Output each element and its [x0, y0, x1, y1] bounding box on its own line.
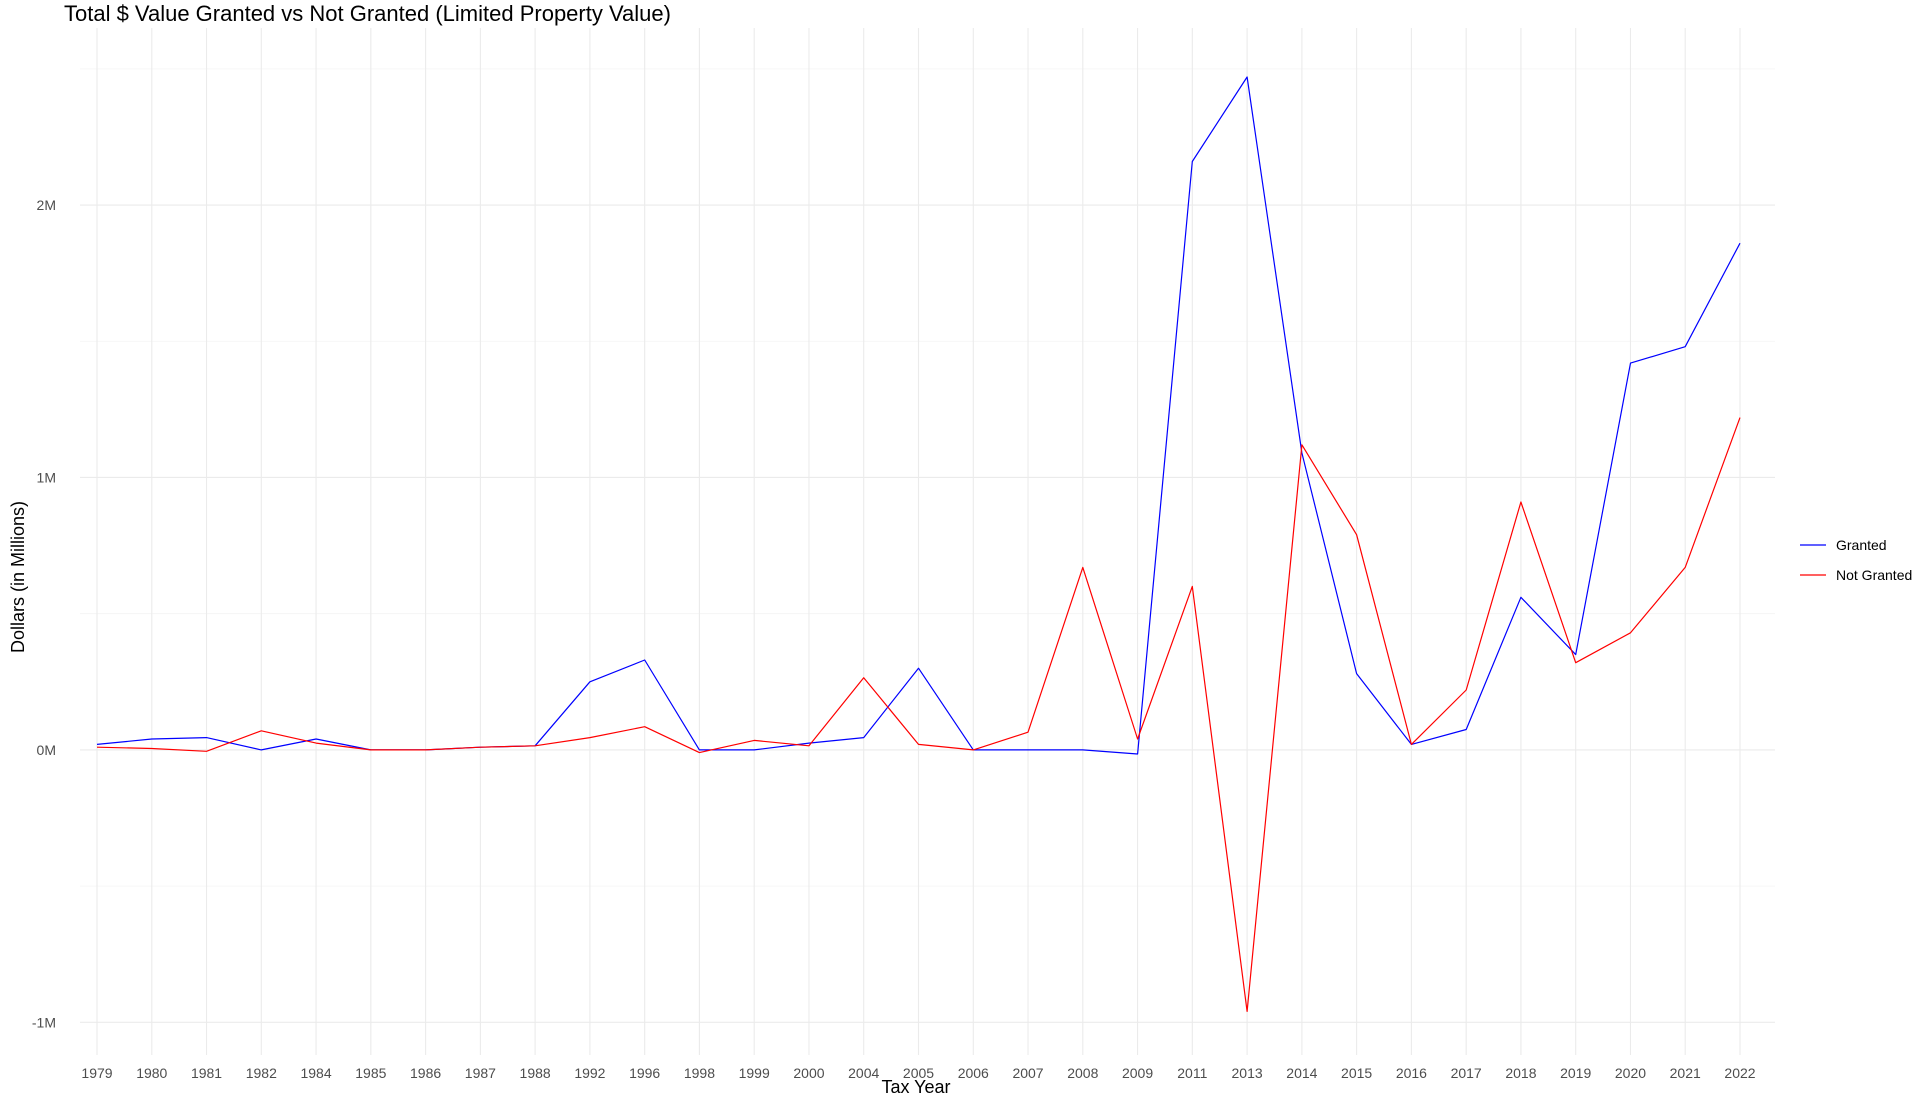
x-tick-label: 2017: [1451, 1065, 1482, 1081]
x-tick-label: 1984: [300, 1065, 331, 1081]
x-tick-label: 2008: [1067, 1065, 1098, 1081]
x-tick-label: 1981: [191, 1065, 222, 1081]
y-tick-label: 0M: [37, 742, 56, 758]
x-tick-label: 2009: [1122, 1065, 1153, 1081]
x-tick-label: 1982: [246, 1065, 277, 1081]
x-tick-label: 1987: [465, 1065, 496, 1081]
x-tick-label: 2004: [848, 1065, 879, 1081]
legend-label: Granted: [1836, 537, 1887, 553]
x-tick-label: 1996: [629, 1065, 660, 1081]
series-line-not-granted: [96, 417, 1741, 1013]
x-tick-label: 1979: [81, 1065, 112, 1081]
x-tick-label: 1999: [739, 1065, 770, 1081]
x-tick-label: 1988: [520, 1065, 551, 1081]
x-tick-label: 2007: [1012, 1065, 1043, 1081]
x-tick-label: 1992: [574, 1065, 605, 1081]
x-tick-label: 1985: [355, 1065, 386, 1081]
x-tick-label: 2005: [903, 1065, 934, 1081]
x-tick-label: 2006: [958, 1065, 989, 1081]
y-axis-ticks: -1M 0M 1M 2M: [32, 197, 56, 1030]
y-tick-label: 2M: [37, 197, 56, 213]
x-tick-label: 2022: [1724, 1065, 1755, 1081]
y-tick-label: -1M: [32, 1014, 56, 1030]
x-tick-label: 2020: [1615, 1065, 1646, 1081]
x-tick-label: 2014: [1286, 1065, 1317, 1081]
x-axis-ticks: 1979 1980 1981 1982 1984 1985 1986 1987 1988 1992…: [81, 1065, 1755, 1081]
x-tick-label: 2019: [1560, 1065, 1591, 1081]
y-tick-label: 1M: [37, 469, 56, 485]
x-tick-label: 2000: [793, 1065, 824, 1081]
x-tick-label: 2018: [1505, 1065, 1536, 1081]
legend: Granted Not Granted: [1800, 537, 1912, 583]
y-axis-title: Dollars (in Millions): [8, 501, 28, 653]
legend-label: Not Granted: [1836, 567, 1912, 583]
x-tick-label: 1980: [136, 1065, 167, 1081]
x-tick-label: 2011: [1177, 1065, 1207, 1081]
series-lines: [96, 76, 1741, 1013]
grid-lines: [80, 28, 1775, 1055]
chart-title: Total $ Value Granted vs Not Granted (Li…: [64, 1, 671, 26]
x-tick-label: 1998: [684, 1065, 715, 1081]
x-tick-label: 2016: [1396, 1065, 1427, 1081]
x-tick-label: 2015: [1341, 1065, 1372, 1081]
x-tick-label: 2021: [1670, 1065, 1701, 1081]
x-axis-title: Tax Year: [881, 1077, 950, 1097]
x-tick-label: 1986: [410, 1065, 441, 1081]
x-tick-label: 2013: [1232, 1065, 1263, 1081]
